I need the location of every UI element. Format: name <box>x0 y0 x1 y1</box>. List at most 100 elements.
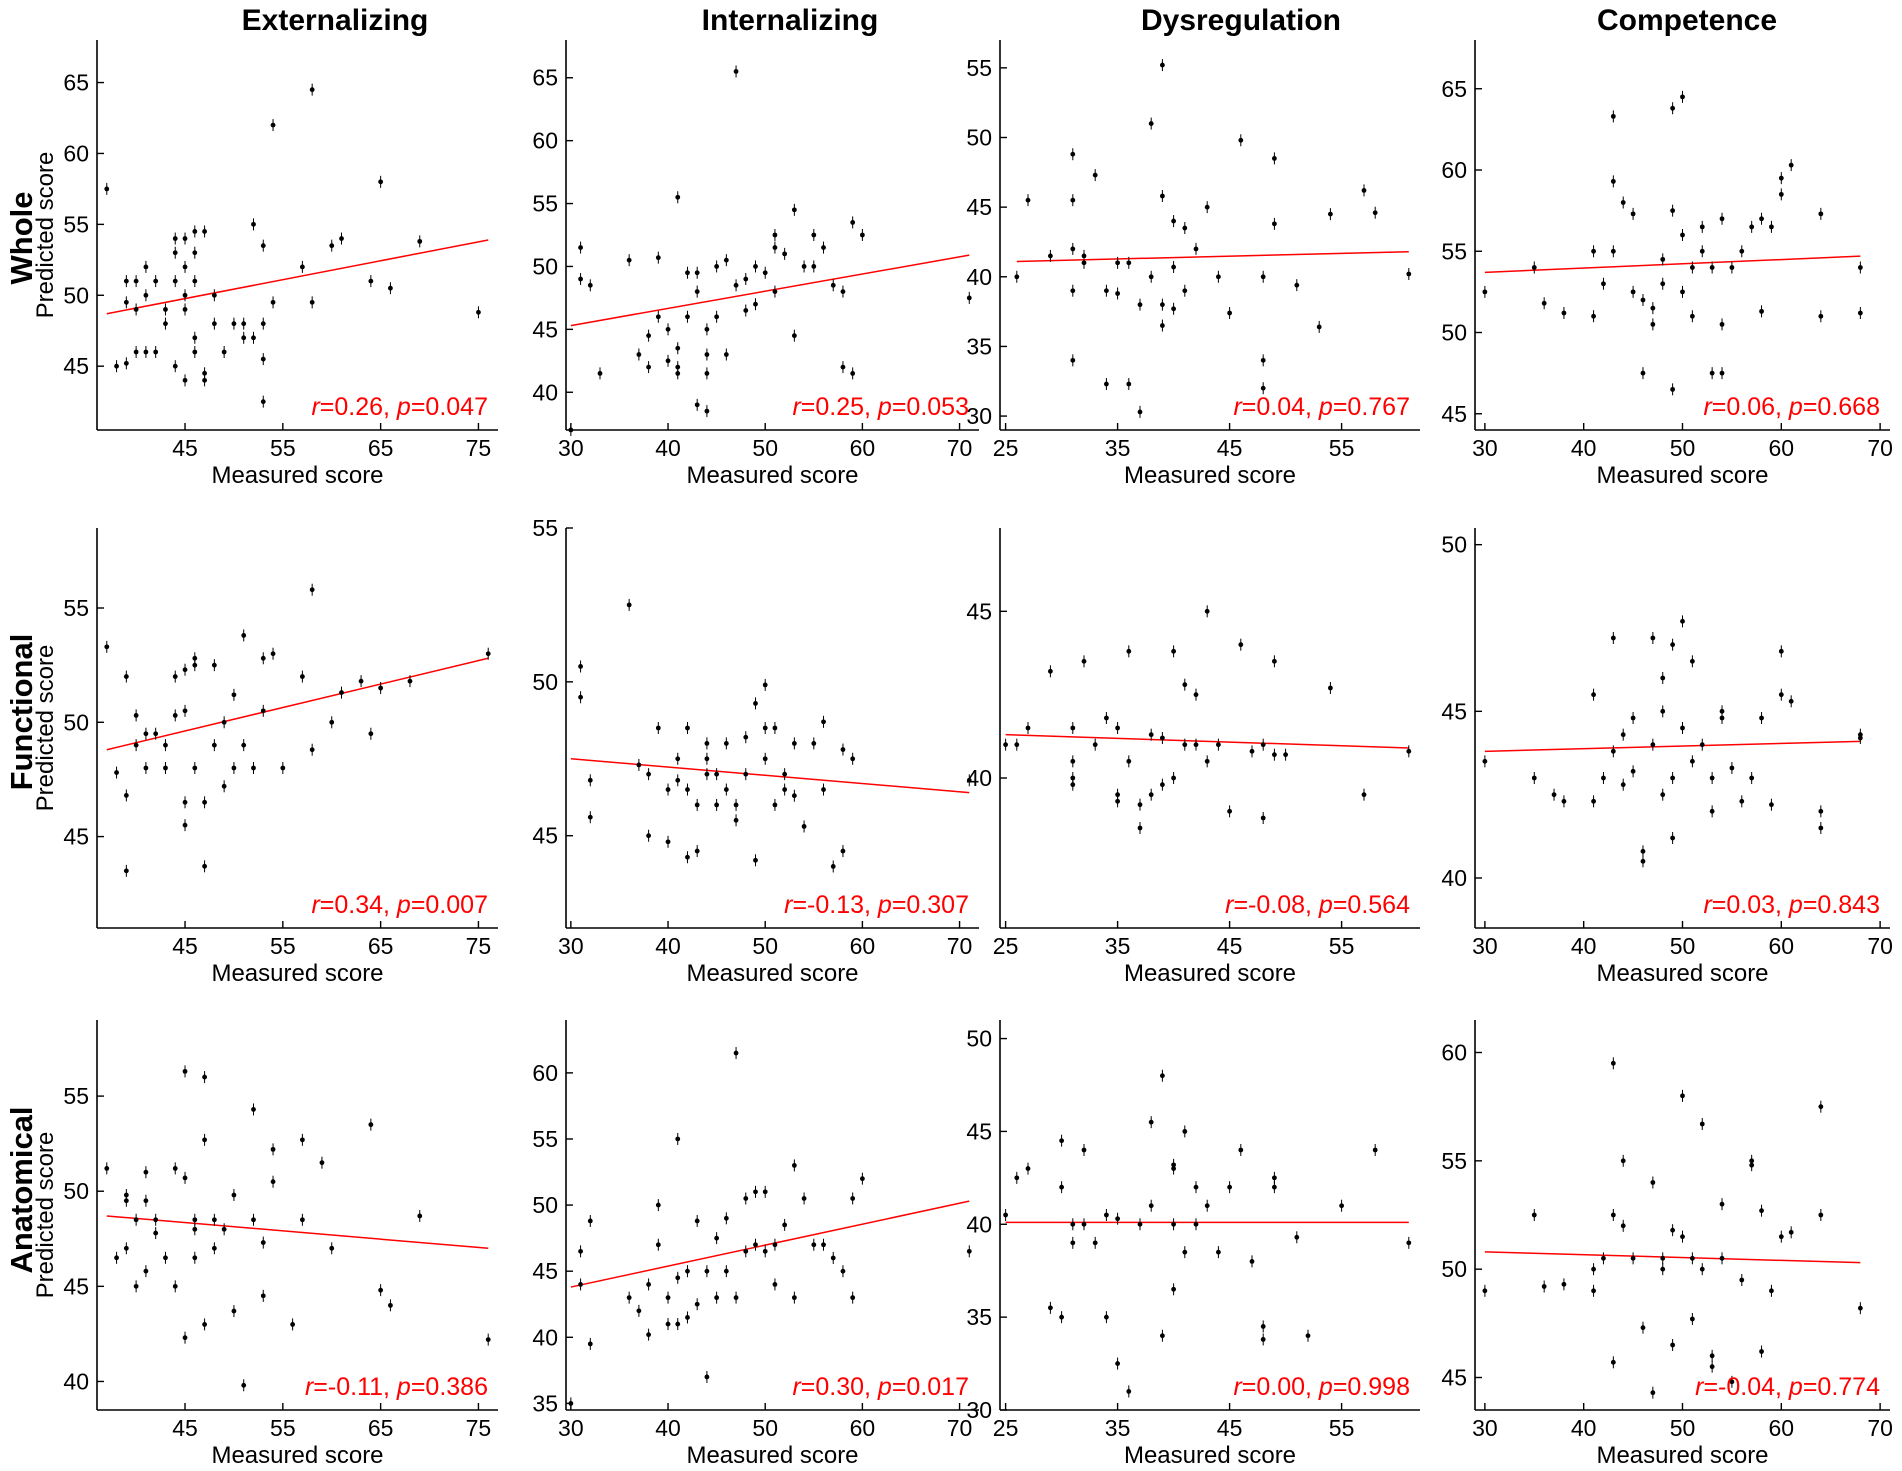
data-point <box>1182 742 1188 748</box>
regression-line <box>1016 250 1409 263</box>
data-point <box>675 345 681 351</box>
data-point <box>753 700 758 706</box>
data-point <box>733 1295 739 1301</box>
data-point <box>163 321 168 327</box>
data-point <box>772 725 778 731</box>
data-point <box>388 1302 393 1308</box>
y-tick-label: 45 <box>1441 1365 1467 1391</box>
x-tick-label: 45 <box>1217 435 1243 461</box>
data-point <box>1182 1249 1188 1255</box>
data-point <box>251 1107 256 1112</box>
data-point <box>1857 1305 1863 1311</box>
y-tick-label: 55 <box>532 1126 558 1152</box>
x-tick-label: 45 <box>172 933 198 959</box>
data-point <box>1081 1147 1087 1153</box>
data-point <box>1561 310 1567 316</box>
x-axis-label: Measured score <box>1596 960 1768 987</box>
data-point <box>1126 758 1132 764</box>
x-tick-label: 45 <box>172 435 198 461</box>
regression-line <box>1005 733 1409 749</box>
data-point <box>417 238 423 244</box>
data-point <box>1610 635 1616 641</box>
data-point <box>859 232 865 238</box>
data-point <box>1137 1221 1143 1227</box>
data-point <box>840 289 846 295</box>
data-point <box>772 1242 778 1248</box>
data-point <box>665 1295 671 1301</box>
data-point <box>1171 1162 1176 1168</box>
correlation-stat: r=0.25, p=0.053 <box>792 393 969 421</box>
data-point <box>694 1301 700 1307</box>
data-point <box>192 229 198 234</box>
data-point <box>811 232 817 238</box>
x-axis-label: Measured score <box>211 960 383 987</box>
x-tick-label: 40 <box>1571 933 1597 959</box>
data-point <box>1630 289 1636 295</box>
data-point <box>762 725 768 731</box>
data-point <box>665 1321 671 1327</box>
data-point <box>1171 218 1176 224</box>
data-point <box>202 229 207 234</box>
y-tick-label: 55 <box>63 1083 89 1109</box>
data-point <box>133 742 139 748</box>
x-tick-label: 40 <box>655 1415 681 1441</box>
data-point <box>1059 1314 1064 1320</box>
data-point <box>329 243 335 249</box>
data-point <box>1610 113 1616 119</box>
data-point <box>723 1268 729 1274</box>
data-point <box>1081 658 1087 664</box>
data-point <box>1283 752 1288 758</box>
y-tick-label: 45 <box>63 1273 89 1299</box>
x-tick-label: 45 <box>1217 933 1243 959</box>
data-point <box>723 257 729 263</box>
data-point <box>675 756 681 762</box>
y-tick-label: 50 <box>966 125 992 151</box>
data-point <box>714 771 720 777</box>
data-point <box>772 1282 778 1287</box>
data-point <box>1610 1060 1616 1066</box>
y-tick-label: 35 <box>966 1304 992 1330</box>
data-point <box>1650 1390 1656 1396</box>
data-point <box>1739 248 1745 254</box>
data-point <box>172 713 178 718</box>
x-tick-label: 45 <box>1217 1415 1243 1441</box>
x-tick-label: 50 <box>752 435 778 461</box>
data-point <box>1709 775 1715 781</box>
data-point <box>260 1293 266 1299</box>
data-point <box>1689 658 1695 664</box>
data-point <box>485 651 491 657</box>
data-point <box>704 1268 710 1274</box>
data-point <box>172 1283 178 1289</box>
data-point <box>704 1374 710 1380</box>
x-tick-label: 55 <box>270 933 296 959</box>
data-point <box>723 352 729 357</box>
data-point <box>694 289 700 295</box>
data-point <box>1749 1158 1755 1164</box>
data-point <box>1818 1104 1824 1110</box>
data-point <box>211 1245 217 1251</box>
data-point <box>1818 808 1824 814</box>
y-tick-label: 35 <box>532 1390 558 1416</box>
x-axis-label: Measured score <box>1596 462 1768 489</box>
data-point <box>655 314 661 320</box>
data-point <box>133 349 139 355</box>
data-point <box>133 307 139 312</box>
data-point <box>587 1218 593 1224</box>
data-point <box>665 839 671 845</box>
data-point <box>1541 1284 1547 1289</box>
data-point <box>801 824 807 829</box>
data-point <box>211 321 217 327</box>
data-point <box>1680 289 1685 295</box>
data-point <box>1081 253 1087 259</box>
data-point <box>626 602 632 608</box>
data-point <box>1014 274 1020 280</box>
data-point <box>850 756 856 762</box>
data-point <box>339 236 344 241</box>
correlation-stat: r=0.34, p=0.007 <box>311 891 488 919</box>
data-point <box>1025 1166 1031 1171</box>
data-point <box>1025 197 1031 203</box>
data-point <box>830 864 836 869</box>
data-point <box>1670 642 1676 648</box>
y-tick-label: 50 <box>966 1026 992 1052</box>
data-point <box>743 276 749 282</box>
